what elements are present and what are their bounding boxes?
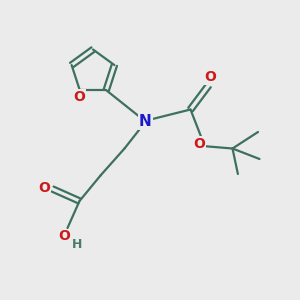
Text: O: O: [58, 230, 70, 243]
Text: O: O: [204, 70, 216, 84]
Text: O: O: [38, 181, 50, 194]
Text: O: O: [73, 90, 85, 104]
Text: N: N: [139, 114, 152, 129]
Text: O: O: [194, 137, 206, 151]
Text: H: H: [72, 238, 82, 251]
